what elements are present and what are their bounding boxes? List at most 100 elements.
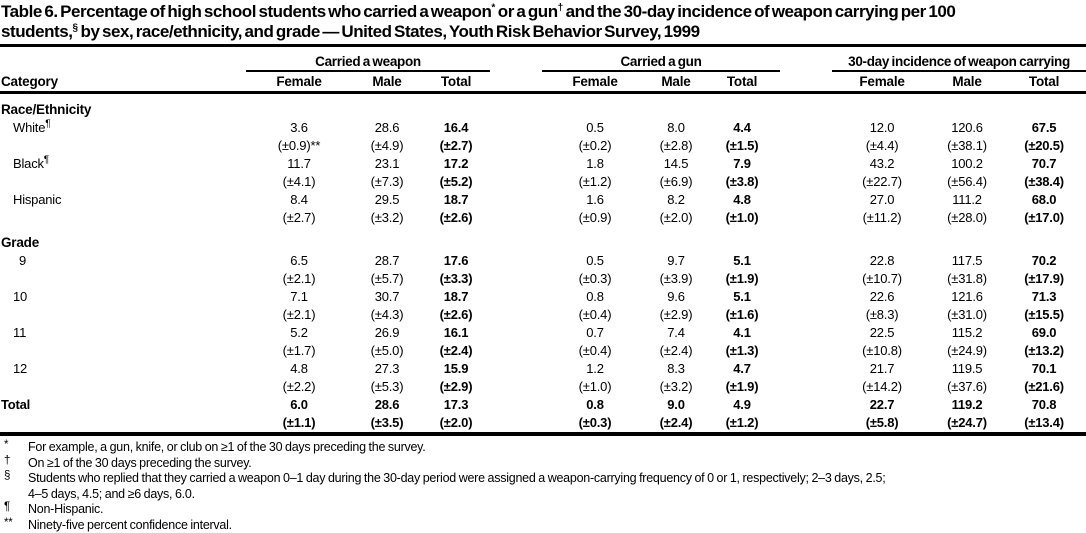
column-gap: [490, 360, 542, 378]
section-row: Grade: [0, 227, 1086, 252]
ci-cell: (±6.9): [648, 173, 704, 191]
group-header-0: Carried a weapon: [246, 46, 490, 72]
column-gap: [780, 137, 832, 155]
ci-cell: (±5.0): [352, 342, 422, 360]
section-row: Race/Ethnicity: [0, 93, 1086, 120]
column-gap: [490, 342, 542, 360]
ci-cell: (±2.7): [246, 209, 352, 227]
ci-cell: (±17.0): [1002, 209, 1086, 227]
footnote: **Ninety-five percent confidence interva…: [0, 518, 1086, 533]
footnote-marker: †: [0, 454, 28, 470]
table-row-ci: (±2.1)(±5.7)(±3.3)(±0.3)(±3.9)(±1.9)(±10…: [0, 270, 1086, 288]
ci-cell: (±10.7): [832, 270, 932, 288]
value-cell: 23.1: [352, 155, 422, 173]
column-gap: [780, 119, 832, 137]
row-label-empty: [0, 137, 246, 155]
value-cell: 6.0: [246, 396, 352, 414]
value-cell: 4.8: [246, 360, 352, 378]
column-gap: [780, 155, 832, 173]
ci-cell: (±15.5): [1002, 306, 1086, 324]
value-cell: 4.8: [704, 191, 780, 209]
column-gap: [490, 396, 542, 414]
row-label-empty: [0, 306, 246, 324]
ci-cell: (±0.4): [542, 342, 648, 360]
value-cell: 1.8: [542, 155, 648, 173]
ci-cell: (±1.6): [704, 306, 780, 324]
ci-cell: (±2.4): [422, 342, 490, 360]
column-gap: [780, 396, 832, 414]
ci-cell: (±2.6): [422, 306, 490, 324]
column-gap: [490, 288, 542, 306]
value-cell: 17.6: [422, 252, 490, 270]
value-cell: 9.0: [648, 396, 704, 414]
footnote: ¶Non-Hispanic.: [0, 502, 1086, 518]
ci-cell: (±10.8): [832, 342, 932, 360]
value-cell: 8.2: [648, 191, 704, 209]
group-header-2: 30-day incidence of weapon carrying: [832, 46, 1086, 72]
value-cell: 15.9: [422, 360, 490, 378]
title-text: and the 30-day incidence of weapon carry…: [563, 2, 955, 21]
row-label-empty: [0, 209, 246, 227]
value-cell: 7.4: [648, 324, 704, 342]
section-label: Race/Ethnicity: [0, 93, 1086, 120]
column-gap: [490, 378, 542, 396]
value-cell: 70.8: [1002, 396, 1086, 414]
value-cell: 4.1: [704, 324, 780, 342]
title-text: Table 6. Percentage of high school stude…: [1, 2, 491, 21]
ci-cell: (±5.7): [352, 270, 422, 288]
value-cell: 22.8: [832, 252, 932, 270]
ci-cell: (±3.3): [422, 270, 490, 288]
column-gap: [490, 324, 542, 342]
ci-cell: (±3.2): [352, 209, 422, 227]
footnotes: *For example, a gun, knife, or club on ≥…: [0, 436, 1086, 533]
row-label-text: Total: [0, 397, 30, 412]
value-cell: 70.1: [1002, 360, 1086, 378]
ci-cell: (±5.2): [422, 173, 490, 191]
footnote: §Students who replied that they carried …: [0, 471, 1086, 502]
row-label-text: 9: [13, 252, 26, 270]
title-text: by sex, race/ethnicity, and grade — Unit…: [78, 22, 700, 41]
ci-cell: (±14.2): [832, 378, 932, 396]
row-label-empty: [0, 378, 246, 396]
value-cell: 3.6: [246, 119, 352, 137]
ci-cell: (±1.7): [246, 342, 352, 360]
column-gap: [780, 191, 832, 209]
document-page: Table 6. Percentage of high school stude…: [0, 0, 1086, 522]
value-cell: 16.1: [422, 324, 490, 342]
value-cell: 7.9: [704, 155, 780, 173]
value-cell: 7.1: [246, 288, 352, 306]
ci-cell: (±1.9): [704, 270, 780, 288]
value-cell: 69.0: [1002, 324, 1086, 342]
table-title: Table 6. Percentage of high school stude…: [0, 0, 1086, 44]
column-gap: [490, 191, 542, 209]
ci-cell: (±2.1): [246, 306, 352, 324]
ci-cell: (±28.0): [932, 209, 1002, 227]
column-gap: [490, 155, 542, 173]
column-gap: [780, 378, 832, 396]
value-cell: 71.3: [1002, 288, 1086, 306]
ci-cell: (±24.9): [932, 342, 1002, 360]
value-cell: 22.6: [832, 288, 932, 306]
column-header-male: Male: [352, 71, 422, 93]
ci-cell: (±24.7): [932, 414, 1002, 434]
ci-cell: (±2.4): [648, 342, 704, 360]
table-row-ci: (±2.2)(±5.3)(±2.9)(±1.0)(±3.2)(±1.9)(±14…: [0, 378, 1086, 396]
section-label: Grade: [0, 227, 1086, 252]
value-cell: 5.2: [246, 324, 352, 342]
ci-cell: (±2.9): [422, 378, 490, 396]
ci-cell: (±0.3): [542, 270, 648, 288]
value-cell: 18.7: [422, 191, 490, 209]
ci-cell: (±31.0): [932, 306, 1002, 324]
value-cell: 9.7: [648, 252, 704, 270]
column-gap: [490, 209, 542, 227]
value-cell: 22.7: [832, 396, 932, 414]
column-gap: [780, 173, 832, 191]
